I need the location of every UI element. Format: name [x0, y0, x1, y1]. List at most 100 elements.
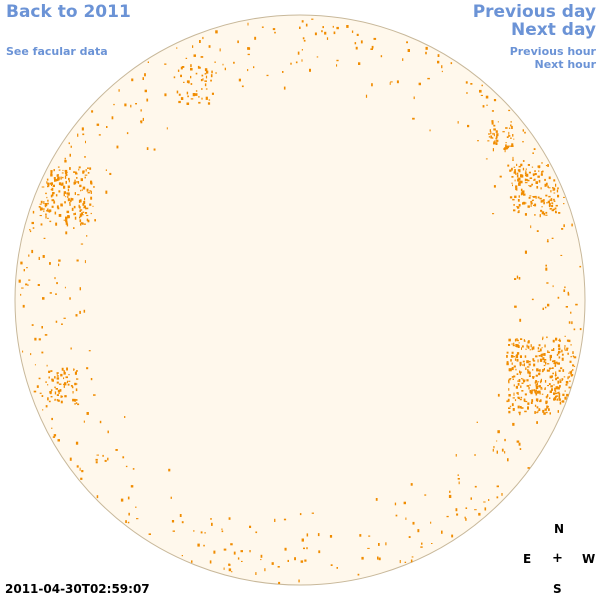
facula-speck	[63, 185, 66, 189]
facula-speck	[547, 350, 549, 353]
facula-speck	[474, 485, 477, 488]
facula-speck	[83, 200, 86, 204]
facula-speck	[547, 164, 549, 167]
facula-speck	[73, 205, 76, 209]
facula-speck	[493, 133, 495, 137]
facula-speck	[531, 298, 534, 301]
facula-speck	[514, 179, 516, 182]
facula-speck	[522, 190, 525, 193]
see-facular-data-link[interactable]: See facular data	[6, 45, 108, 58]
facula-speck	[505, 144, 507, 148]
facula-speck	[573, 365, 576, 367]
facula-speck	[547, 200, 550, 204]
facula-speck	[241, 560, 243, 562]
facula-speck	[538, 408, 541, 410]
facula-speck	[301, 20, 304, 23]
facula-speck	[545, 211, 548, 214]
facula-speck	[474, 454, 476, 456]
facula-speck	[79, 287, 81, 291]
facula-speck	[274, 31, 276, 34]
facula-speck	[527, 402, 530, 405]
facula-speck	[42, 208, 45, 210]
facula-speck	[478, 512, 481, 516]
facula-speck	[470, 83, 473, 85]
facula-speck	[356, 33, 359, 36]
facula-speck	[437, 60, 440, 64]
facula-speck	[34, 337, 37, 341]
facula-speck	[536, 186, 539, 189]
facula-speck	[518, 379, 521, 383]
back-to-year-link[interactable]: Back to 2011	[6, 2, 131, 22]
facula-speck	[514, 358, 517, 361]
facula-speck	[546, 240, 549, 243]
facula-speck	[228, 563, 231, 565]
facula-speck	[536, 382, 538, 386]
facula-speck	[566, 347, 569, 350]
facula-speck	[552, 208, 555, 210]
facula-speck	[526, 344, 528, 348]
facula-speck	[113, 103, 115, 106]
facula-speck	[537, 369, 540, 372]
facula-speck	[178, 100, 181, 104]
facula-speck	[532, 346, 535, 350]
facula-speck	[539, 358, 543, 362]
facula-speck	[534, 214, 536, 216]
previous-day-link[interactable]: Previous day	[472, 2, 596, 22]
facula-speck	[107, 457, 109, 461]
facula-speck	[525, 168, 527, 170]
facula-speck	[562, 393, 565, 396]
facula-speck	[457, 478, 460, 480]
facula-speck	[405, 517, 407, 520]
facula-speck	[61, 367, 64, 371]
facula-speck	[523, 339, 525, 341]
facula-speck	[532, 369, 534, 371]
facula-speck	[311, 512, 314, 514]
facula-speck	[85, 169, 87, 172]
facula-speck	[63, 370, 65, 373]
facula-speck	[499, 175, 502, 178]
facula-speck	[41, 395, 44, 397]
facula-speck	[536, 230, 539, 232]
facula-speck	[142, 77, 144, 80]
facula-speck	[535, 355, 538, 358]
previous-hour-link[interactable]: Previous hour	[509, 45, 596, 58]
facula-speck	[63, 385, 65, 388]
facula-speck	[543, 353, 546, 356]
facula-speck	[520, 188, 523, 192]
facula-speck	[564, 286, 566, 289]
next-hour-link[interactable]: Next hour	[534, 58, 597, 71]
facula-speck	[70, 199, 72, 203]
facula-speck	[96, 123, 100, 126]
facula-speck	[305, 23, 308, 27]
facula-speck	[260, 559, 262, 561]
facula-speck	[427, 77, 430, 80]
facula-speck	[538, 179, 541, 183]
facula-speck	[66, 171, 68, 173]
facula-speck	[552, 367, 554, 369]
facula-speck	[68, 374, 70, 376]
facula-speck	[525, 173, 529, 177]
facula-speck	[516, 352, 520, 355]
facula-speck	[63, 371, 66, 375]
facula-speck	[202, 78, 204, 81]
facula-speck	[540, 380, 542, 384]
facula-speck	[506, 146, 508, 149]
facula-speck	[494, 140, 496, 142]
facula-speck	[31, 324, 34, 326]
facula-speck	[51, 187, 54, 191]
facula-speck	[74, 371, 77, 375]
facula-speck	[513, 356, 515, 358]
facula-speck	[557, 392, 559, 394]
facula-speck	[74, 398, 76, 402]
facula-speck	[553, 348, 555, 351]
facula-speck	[56, 178, 59, 182]
facula-speck	[249, 525, 252, 528]
facula-speck	[94, 219, 96, 222]
facula-speck	[389, 82, 391, 85]
facula-speck	[209, 560, 212, 564]
facula-speck	[520, 396, 523, 399]
facula-speck	[533, 204, 536, 206]
facula-speck	[70, 145, 72, 148]
facula-speck	[545, 361, 547, 365]
next-day-link[interactable]: Next day	[511, 20, 596, 40]
